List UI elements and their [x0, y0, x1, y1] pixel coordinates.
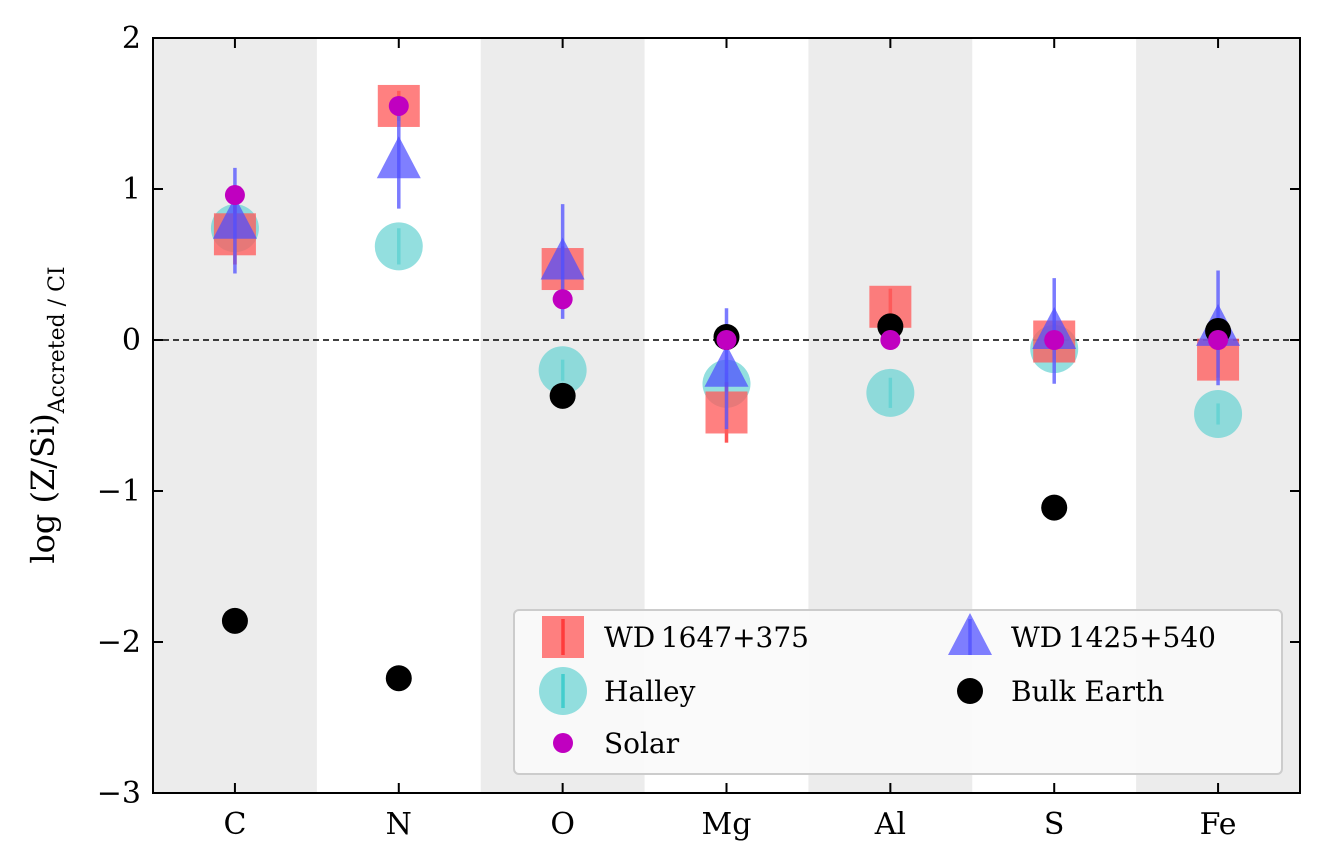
point-solar-o: [552, 289, 573, 310]
x-tick-label-al: Al: [874, 807, 906, 842]
legend-entry-halley: Halley: [539, 667, 696, 715]
y-tick-label: 2: [122, 21, 141, 56]
point-wd-1425-540-o: [540, 237, 585, 280]
y-axis-title-main: log (Z/Si): [24, 413, 62, 563]
point-solar-s: [1044, 330, 1065, 350]
x-tick-label-mg: Mg: [702, 807, 752, 842]
legend-marker-bulk-earth: [957, 678, 983, 704]
legend-label-wd-1647-375: WD 1647+375: [604, 621, 809, 654]
point-bulk-earth-o: [549, 382, 576, 409]
legend-label-wd-1425-540: WD 1425+540: [1011, 621, 1216, 654]
axes: 2 1 0 −1 −2 −3 C N O Mg Al S Fe: [97, 21, 1301, 842]
legend-label-solar: Solar: [604, 727, 680, 760]
legend-entry-wd-1647-375: WD 1647+375: [542, 616, 809, 658]
legend-entry-wd-1425-540: WD 1425+540: [948, 613, 1216, 655]
point-wd-1425-540-mg: [704, 344, 749, 387]
legend-entry-bulk-earth: Bulk Earth: [957, 675, 1164, 708]
series-wd-1425-540: [212, 111, 1241, 430]
point-halley-fe: [1194, 389, 1243, 438]
point-solar-al: [880, 330, 901, 350]
point-solar-fe: [1208, 330, 1229, 350]
y-tick-label: 0: [122, 323, 141, 358]
legend-marker-wd-1425-540: [948, 613, 992, 655]
x-tick-label-c: C: [223, 807, 246, 842]
point-bulk-earth-n: [385, 665, 412, 692]
x-tick-label-s: S: [1044, 807, 1065, 842]
x-tick-label-fe: Fe: [1200, 807, 1237, 842]
point-bulk-earth-c: [221, 607, 248, 634]
legend-entry-solar: Solar: [553, 727, 680, 760]
y-axis-label: log (Z/Si)Accreted / CI: [24, 266, 70, 563]
legend-marker-solar: [553, 733, 573, 753]
point-halley-n: [374, 222, 423, 271]
y-axis-title-subscript: Accreted / CI: [45, 266, 70, 414]
point-halley-o: [538, 346, 587, 395]
y-tick-label: −2: [97, 625, 141, 660]
point-wd-1425-540-s: [1032, 306, 1077, 349]
point-halley-al: [866, 368, 915, 417]
legend-box: [513, 609, 1283, 775]
point-bulk-earth-s: [1041, 494, 1068, 521]
y-tick-label: −1: [97, 474, 141, 509]
point-wd-1425-540-c: [212, 196, 257, 239]
x-tick-label-o: O: [550, 807, 575, 842]
legend: WD 1647+375 Halley Solar WD 1425+540 Bulk Ea…: [513, 609, 1283, 775]
legend-label-halley: Halley: [604, 675, 696, 708]
point-solar-mg: [716, 330, 737, 350]
y-tick-label: −3: [97, 776, 141, 811]
category-band-c: [153, 38, 317, 793]
point-solar-c: [224, 185, 245, 206]
y-axis-title: log (Z/Si)Accreted / CI: [24, 266, 70, 563]
x-tick-label-n: N: [386, 807, 412, 842]
data-marks: [210, 84, 1243, 692]
series-solar: [224, 95, 1229, 350]
point-wd-1425-540-n: [376, 136, 421, 179]
point-solar-n: [388, 95, 409, 116]
legend-label-bulk-earth: Bulk Earth: [1011, 675, 1164, 708]
y-tick-label: 1: [122, 172, 141, 207]
